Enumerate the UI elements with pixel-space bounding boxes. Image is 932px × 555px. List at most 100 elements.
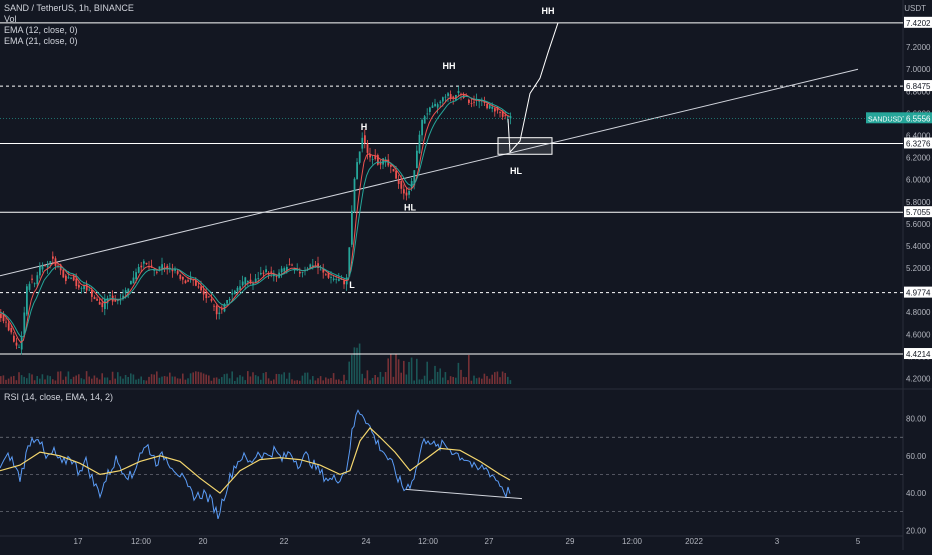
ema12-label[interactable]: EMA (12, close, 0) <box>4 25 78 35</box>
candle-body <box>192 279 195 281</box>
volume-bar <box>132 374 135 384</box>
volume-bar <box>59 371 62 384</box>
volume-bar <box>111 371 114 384</box>
volume-bar <box>431 379 434 384</box>
level-price-label: 6.3276 <box>906 139 931 148</box>
volume-bar <box>202 373 205 384</box>
candle-body <box>241 281 244 286</box>
volume-bar <box>137 378 140 384</box>
volume-bar <box>249 376 252 384</box>
volume-bar <box>364 378 366 384</box>
volume-bar <box>483 373 486 384</box>
ema21-label[interactable]: EMA (21, close, 0) <box>4 36 78 46</box>
volume-bar <box>314 380 317 384</box>
time-tick-label: 12:00 <box>131 537 152 546</box>
pattern-annotation: HH <box>542 6 555 16</box>
volume-bar <box>148 376 150 384</box>
volume-bar <box>39 378 41 384</box>
volume-bar <box>400 372 402 384</box>
volume-bar <box>98 379 101 384</box>
symbol-line[interactable]: SAND / TetherUS, 1h, BINANCE <box>4 3 134 13</box>
candle-body <box>46 265 49 268</box>
candle-body <box>468 99 470 103</box>
candle-body <box>104 299 106 309</box>
candle-body <box>70 277 72 279</box>
volume-bar <box>457 362 460 384</box>
price-tick-label: 6.8000 <box>906 87 931 96</box>
rsi-label[interactable]: RSI (14, close, EMA, 14, 2) <box>4 392 114 402</box>
volume-bar <box>239 375 241 384</box>
current-price-tag <box>904 112 932 124</box>
volume-bar <box>468 354 470 384</box>
volume-bar <box>52 379 54 384</box>
volume-bar <box>67 371 70 384</box>
volume-bar <box>195 371 197 384</box>
volume-bar <box>171 376 174 384</box>
candle-body <box>96 298 98 301</box>
candle-body <box>494 108 496 112</box>
volume-bar <box>296 380 298 384</box>
candle-body <box>262 272 265 274</box>
candle-body <box>127 288 130 294</box>
volume-bar <box>384 372 387 384</box>
candle-body <box>226 300 228 304</box>
candle-body <box>444 96 447 98</box>
volume-bar <box>62 379 64 384</box>
volume-bar <box>33 380 36 384</box>
volume-bar <box>41 374 44 384</box>
candle-body <box>114 299 117 302</box>
candle-body <box>327 273 330 278</box>
volume-bar <box>119 376 122 384</box>
candle-body <box>397 179 400 184</box>
pattern-annotation: HL <box>404 203 416 213</box>
candle-body <box>374 155 377 160</box>
volume-bar <box>106 377 109 384</box>
price-tick-label: 7.0000 <box>906 65 931 74</box>
volume-bar <box>15 380 18 384</box>
candle-body <box>153 270 156 271</box>
volume-bar <box>418 379 421 384</box>
candle-body <box>244 277 247 285</box>
volume-bar <box>215 377 218 384</box>
candle-body <box>239 286 241 290</box>
pattern-annotation: HL <box>510 166 522 176</box>
volume-bar <box>496 371 499 384</box>
volume-bar <box>72 376 75 384</box>
volume-bar <box>405 374 408 384</box>
candle-body <box>470 103 473 105</box>
vol-label[interactable]: Vol <box>4 14 17 24</box>
volume-bar <box>361 373 363 384</box>
volume-bar <box>20 375 23 384</box>
time-tick-label: 22 <box>280 537 289 546</box>
candle-body <box>249 279 252 284</box>
candle-body <box>390 165 392 167</box>
candle-body <box>31 278 33 280</box>
candle-body <box>452 96 455 99</box>
volume-bar <box>127 376 129 384</box>
current-price-label: 6.5556 <box>906 114 931 123</box>
ema21-line <box>0 95 510 338</box>
volume-bar <box>475 378 478 384</box>
candle-body <box>36 275 39 285</box>
volume-bar <box>403 360 405 384</box>
volume-bar <box>257 376 259 384</box>
candle-body <box>392 169 395 172</box>
volume-bar <box>260 379 262 384</box>
volume-bar <box>88 376 90 384</box>
candle-body <box>145 262 148 265</box>
time-tick-label: 27 <box>485 537 494 546</box>
candle-body <box>434 103 436 107</box>
volume-bar <box>228 378 231 384</box>
volume-bar <box>444 372 447 384</box>
candle-body <box>130 280 132 285</box>
candle-body <box>330 277 332 278</box>
volume-bar <box>322 380 324 384</box>
volume-bar <box>278 374 280 384</box>
volume-bar <box>436 371 439 384</box>
candle-body <box>208 296 210 298</box>
volume-bar <box>488 378 491 384</box>
pattern-annotation: L <box>349 280 355 290</box>
volume-bar <box>208 375 210 384</box>
